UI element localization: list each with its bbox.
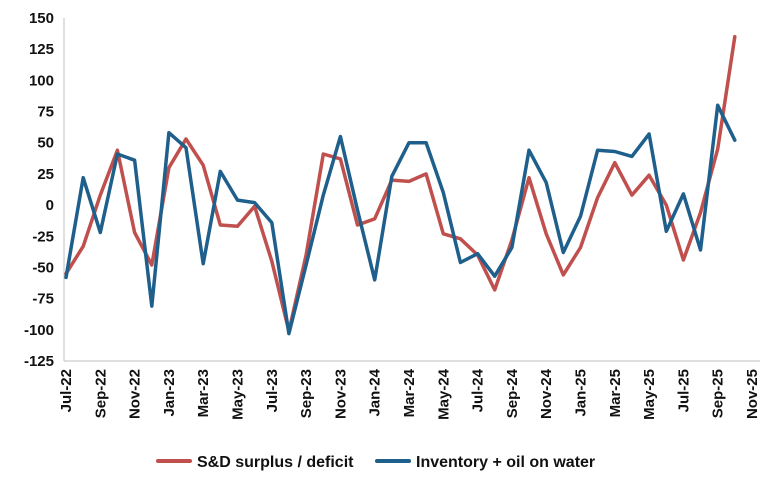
series-line-sd-surplus-deficit [64, 34, 737, 333]
plot-area [64, 34, 737, 336]
x-tick-label: Nov-25 [744, 369, 761, 419]
y-tick-label: -125 [24, 353, 54, 370]
x-tick-label: Sep-24 [504, 368, 521, 418]
x-tick-label: Jan-24 [367, 368, 384, 416]
legend-label: S&D surplus / deficit [197, 454, 354, 471]
legend: S&D surplus / deficit Inventory + oil on … [156, 454, 595, 471]
y-tick-label: 150 [29, 10, 54, 27]
y-tick-label: 100 [29, 72, 54, 89]
x-tick-label: Jul-22 [58, 369, 75, 412]
x-tick-label: Sep-25 [710, 369, 727, 418]
x-tick-label: May-25 [641, 369, 658, 420]
y-tick-label: -75 [32, 291, 54, 308]
x-tick-label: Jan-25 [573, 369, 590, 417]
x-tick-label: Mar-25 [607, 369, 624, 417]
x-tick-label: Nov-22 [127, 369, 144, 419]
x-tick-label: May-24 [435, 368, 452, 420]
y-tick-label: -50 [32, 259, 54, 276]
x-tick-label: Mar-23 [195, 369, 212, 417]
y-tick-label: 25 [37, 166, 54, 183]
x-tick-label: Jul-23 [264, 369, 281, 412]
x-tick-label: Jul-25 [675, 369, 692, 412]
x-tick-label: Sep-22 [92, 369, 109, 418]
x-tick-label: Nov-24 [538, 368, 555, 419]
legend-label: Inventory + oil on water [416, 454, 595, 471]
y-tick-label: -25 [32, 228, 54, 245]
series-line-inventory-oil-on-water [64, 103, 737, 336]
y-tick-label: 50 [37, 135, 54, 152]
x-tick-label: Sep-23 [298, 369, 315, 418]
x-tick-label: Nov-23 [332, 369, 349, 419]
y-tick-label: 0 [46, 197, 54, 214]
y-tick-label: 125 [29, 41, 54, 58]
x-tick-label: Jan-23 [161, 369, 178, 417]
y-tick-label: 75 [37, 104, 54, 121]
x-tick-label: May-23 [230, 369, 247, 420]
x-tick-label: Mar-24 [401, 368, 418, 417]
y-tick-label: -100 [24, 322, 54, 339]
x-tick-label: Jul-24 [470, 368, 487, 412]
